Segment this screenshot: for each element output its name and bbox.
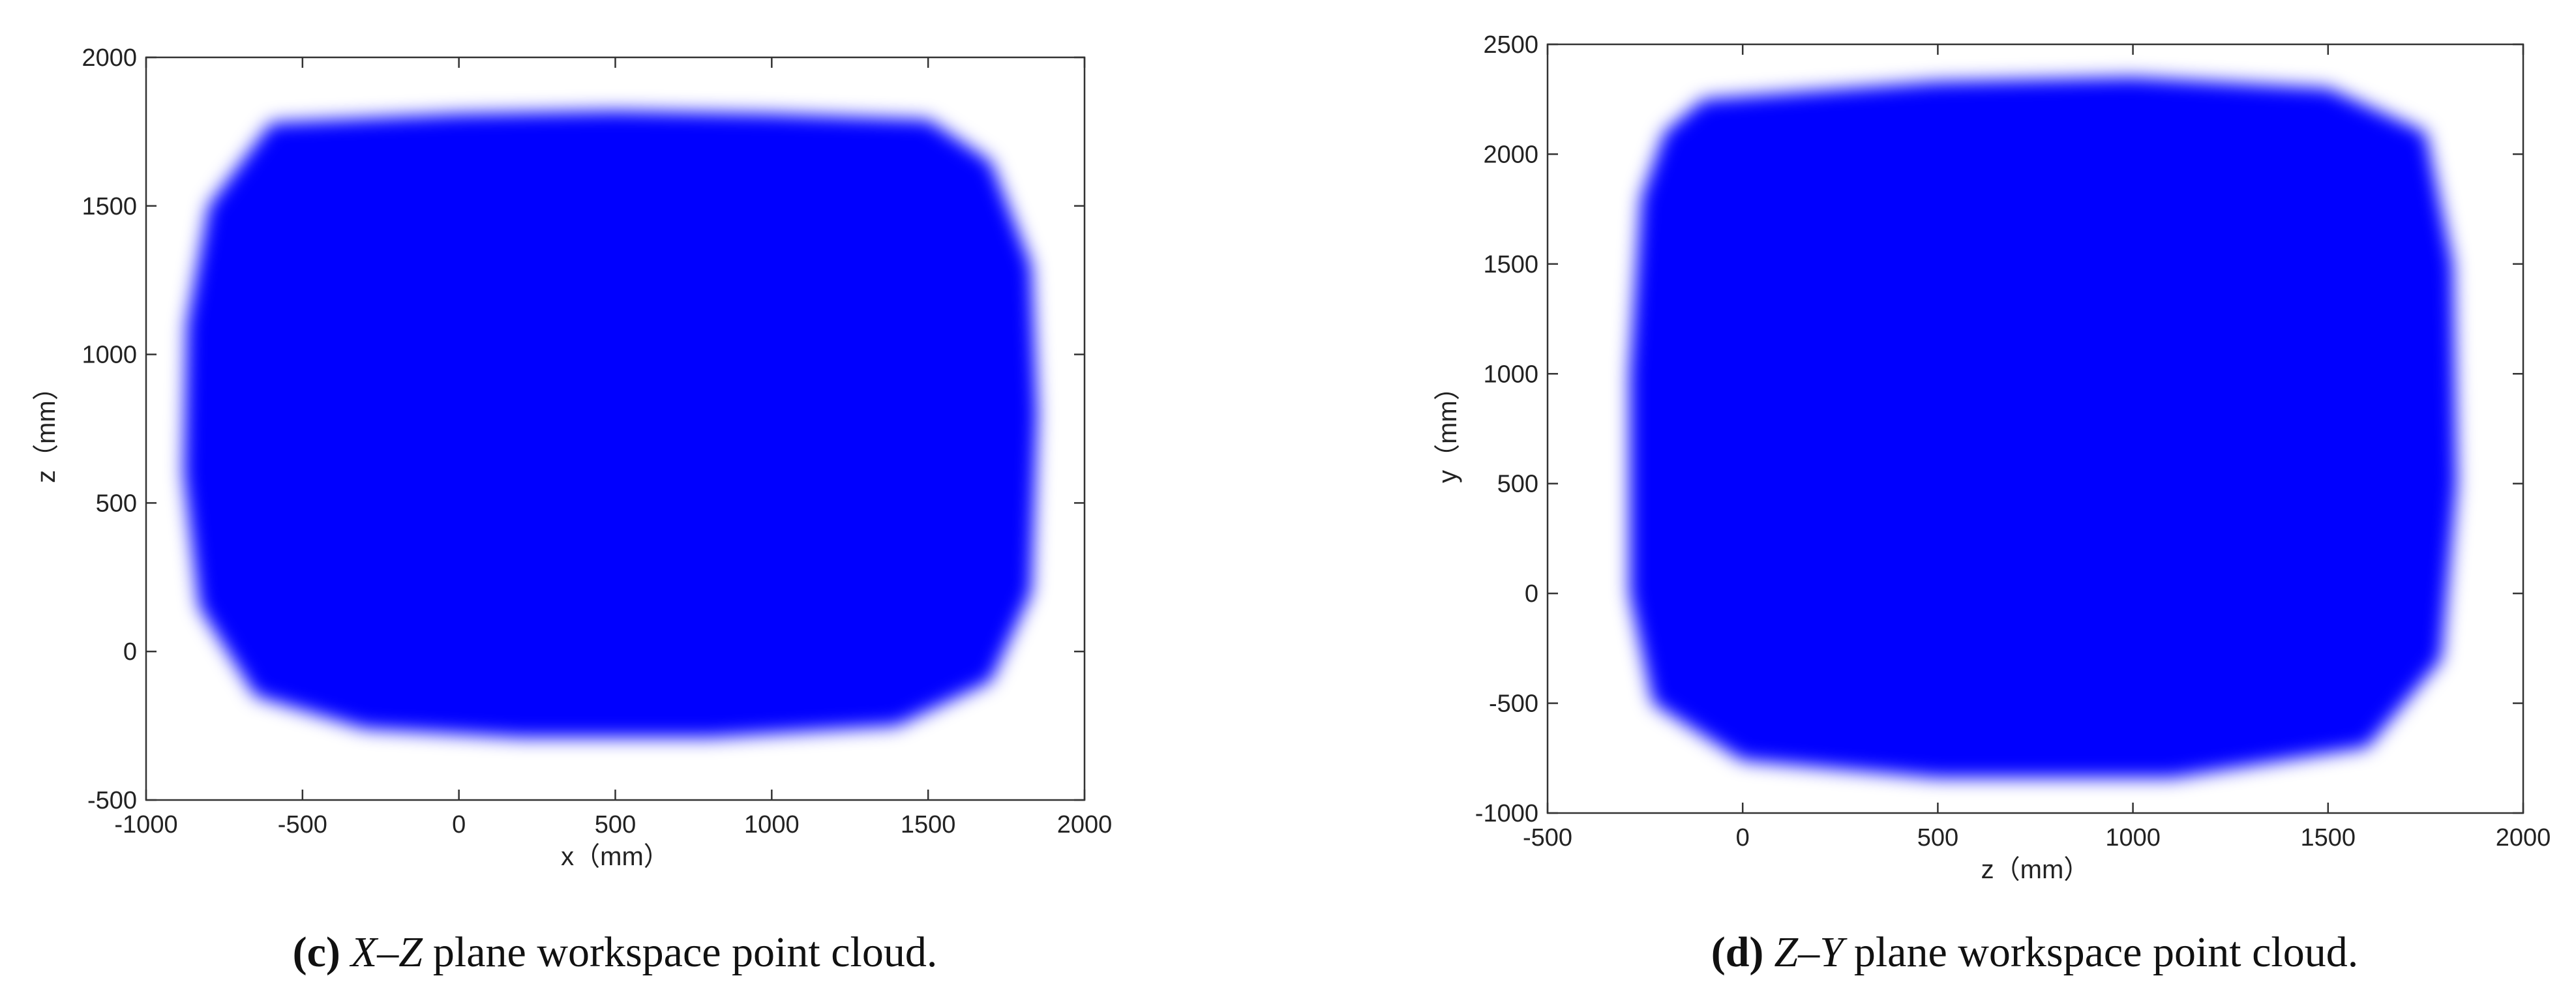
x-tick-label: -500	[278, 811, 327, 838]
x-tick-label: 2000	[1057, 811, 1113, 838]
caption-plane: X–Z	[349, 928, 423, 976]
y-tick-label: 2000	[1483, 141, 1538, 168]
y-tick-label: 1500	[82, 193, 137, 220]
y-tick-label: 0	[123, 638, 137, 666]
point-cloud	[1629, 77, 2457, 778]
x-tick-label: 500	[595, 811, 636, 838]
x-tick-label: -500	[1523, 824, 1572, 852]
y-tick-label: 2000	[82, 44, 137, 72]
y-tick-label: -500	[87, 787, 137, 814]
x-tick-label: 0	[1736, 824, 1750, 852]
y-tick-label: 500	[96, 490, 137, 517]
x-tick-label: 1500	[901, 811, 956, 838]
caption-text: plane workspace point cloud.	[433, 928, 937, 976]
y-axis-label: y（mm）	[1433, 374, 1462, 483]
caption: (d) Z–Y plane workspace point cloud.	[1711, 928, 2359, 976]
caption: (c) X–Z plane workspace point cloud.	[293, 928, 938, 976]
caption-plane: Z–Y	[1774, 928, 1848, 976]
x-tick-label: 1000	[2105, 824, 2161, 852]
y-tick-label: 2500	[1483, 31, 1538, 59]
x-axis-label: z（mm）	[1981, 855, 2090, 884]
x-tick-label: 500	[1917, 824, 1958, 852]
y-axis-label: z（mm）	[32, 374, 61, 483]
y-tick-label: 1000	[1483, 361, 1538, 388]
y-tick-label: 1000	[82, 342, 137, 369]
plot-frame	[1546, 43, 2524, 814]
x-axis-label: x（mm）	[561, 842, 670, 871]
y-tick-label: 0	[1525, 580, 1538, 608]
caption-text: plane workspace point cloud.	[1854, 928, 2358, 976]
y-tick-label: -1000	[1475, 800, 1538, 827]
chart: -1000 -500 0 500 1000 1500 2000-50005001000150…	[32, 44, 1112, 976]
x-tick-label: 1000	[744, 811, 800, 838]
y-tick-label: -500	[1489, 690, 1538, 718]
point-cloud	[183, 111, 1038, 738]
x-tick-label: 0	[452, 811, 466, 838]
chart: -500 0 500 1000 1500 2000-1000-50005001000150…	[1433, 31, 2551, 976]
x-tick-label: -1000	[114, 811, 177, 838]
y-tick-label: 1500	[1483, 251, 1538, 278]
y-tick-label: 500	[1497, 471, 1538, 498]
caption-label: (d)	[1711, 928, 1764, 976]
x-tick-label: 2000	[2496, 824, 2551, 852]
x-tick-label: 1500	[2301, 824, 2356, 852]
caption-label: (c)	[293, 928, 340, 976]
